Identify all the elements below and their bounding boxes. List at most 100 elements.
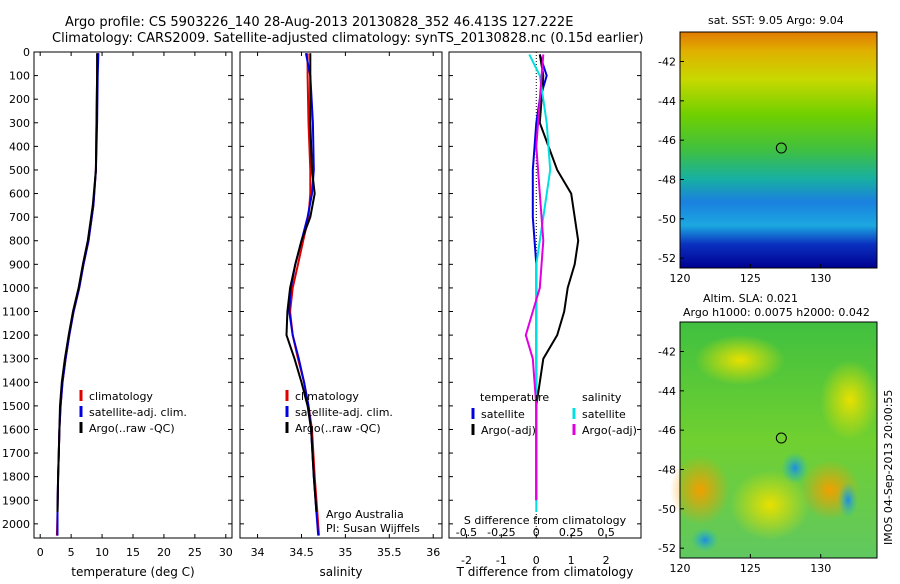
map-x-tick-label: 125 xyxy=(740,272,761,285)
y-tick-label: 1000 xyxy=(2,282,30,295)
figure-title-line1: Argo profile: CS 5903226_140 28-Aug-2013… xyxy=(65,15,573,30)
map-bottom-title-line1: Altim. SLA: 0.021 xyxy=(703,292,798,305)
x-label-top: S difference from climatology xyxy=(464,514,627,527)
sst-map-field xyxy=(680,32,877,268)
legend-group-title: temperature xyxy=(480,391,549,404)
series-line xyxy=(285,53,318,513)
x-tick-label: 34 xyxy=(251,546,265,559)
figure-title-line2: Climatology: CARS2009. Satellite-adjuste… xyxy=(52,31,644,46)
x-tick-label: 10 xyxy=(95,546,109,559)
series-line xyxy=(56,53,99,513)
y-tick-label: 1300 xyxy=(2,353,30,366)
map-frame xyxy=(679,321,878,559)
sla-blob xyxy=(695,335,785,385)
y-tick-label: 900 xyxy=(9,258,30,271)
x-tick-label-T: 2 xyxy=(603,554,610,567)
map-x-tick-label: 125 xyxy=(740,562,761,575)
credit-org: Argo Australia xyxy=(326,508,404,521)
x-tick-label: 35 xyxy=(338,546,352,559)
sla-blob xyxy=(730,470,810,540)
map-y-tick-label: -46 xyxy=(658,134,676,147)
legend-group-title: salinity xyxy=(582,391,622,404)
x-tick-label: 30 xyxy=(219,546,233,559)
legend-label: climatology xyxy=(295,390,359,403)
map-y-tick-label: -48 xyxy=(658,464,676,477)
sla-map: 120 125 130 -42 -44 -46 -48 -50 -52 xyxy=(658,321,880,575)
sst-map: 120 125 130 -42 -44 -46 -48 -50 -52 xyxy=(658,31,878,285)
x-tick-label: 36 xyxy=(426,546,440,559)
map-y-tick-label: -50 xyxy=(658,503,676,516)
x-tick-label: 15 xyxy=(126,546,140,559)
x-tick-label: 35.5 xyxy=(377,546,402,559)
sla-eddy xyxy=(781,452,809,484)
map-x-tick-label: 130 xyxy=(810,562,831,575)
series-line xyxy=(535,54,580,501)
x-tick-label-S: -0.25 xyxy=(487,526,515,539)
plot-frame xyxy=(33,51,233,539)
y-tick-label: 2000 xyxy=(2,518,30,531)
x-tick-label: 25 xyxy=(188,546,202,559)
timestamp-stamp: IMOS 04-Sep-2013 20:00:55 xyxy=(882,390,895,545)
credit-pi: PI: Susan Wijffels xyxy=(326,522,420,535)
x-tick-label-T: -2 xyxy=(461,554,472,567)
y-tick-label: 800 xyxy=(9,235,30,248)
x-tick-label-T: 0 xyxy=(533,554,540,567)
map-y-tick-label: -42 xyxy=(658,56,676,69)
map-y-tick-label: -46 xyxy=(658,424,676,437)
sla-eddy xyxy=(691,528,719,552)
x-tick-label-S: 0.25 xyxy=(559,526,584,539)
y-tick-label: 1900 xyxy=(2,494,30,507)
map-y-tick-label: -42 xyxy=(658,346,676,359)
x-tick-label: 34.5 xyxy=(289,546,314,559)
legend-label: satellite xyxy=(481,408,525,421)
x-tick-label-S: 0.5 xyxy=(597,526,615,539)
map-y-tick-label: -52 xyxy=(658,252,676,265)
y-tick-label: 1600 xyxy=(2,423,30,436)
y-tick-label: 0 xyxy=(23,46,30,59)
x-tick-label: 20 xyxy=(157,546,171,559)
x-tick-label-T: -1 xyxy=(496,554,507,567)
y-tick-label: 1400 xyxy=(2,376,30,389)
map-x-tick-label: 120 xyxy=(670,562,691,575)
y-tick-label: 1500 xyxy=(2,400,30,413)
legend-label: Argo(..raw -QC) xyxy=(89,422,175,435)
sla-blob xyxy=(820,360,880,440)
map-x-tick-label: 130 xyxy=(810,272,831,285)
x-axis-label: T difference from climatology xyxy=(456,565,634,579)
sla-blob xyxy=(670,455,730,525)
y-tick-label: 500 xyxy=(9,164,30,177)
y-tick-label: 1100 xyxy=(2,306,30,319)
map-x-tick-label: 120 xyxy=(670,272,691,285)
legend-label: satellite xyxy=(582,408,626,421)
salinity-panel: 34 34.5 35 35.5 36 salinity climatology satelli… xyxy=(239,51,443,579)
series-line xyxy=(289,53,320,536)
plot-frame xyxy=(448,51,642,539)
y-tick-label: 700 xyxy=(9,211,30,224)
map-bottom-title-line2: Argo h1000: 0.0075 h2000: 0.042 xyxy=(683,306,870,319)
map-top-title: sat. SST: 9.05 Argo: 9.04 xyxy=(708,14,844,27)
map-y-tick-label: -44 xyxy=(658,385,676,398)
map-frame xyxy=(679,31,878,269)
x-tick-label: 5 xyxy=(68,546,75,559)
legend-label: satellite-adj. clim. xyxy=(295,406,393,419)
x-tick-label-S: -0.5 xyxy=(456,526,477,539)
legend-label: Argo(-adj) xyxy=(582,424,637,437)
y-tick-label: 300 xyxy=(9,117,30,130)
y-tick-label: 600 xyxy=(9,188,30,201)
x-axis-label: temperature (deg C) xyxy=(71,565,194,579)
y-tick-label: 400 xyxy=(9,140,30,153)
plot-frame xyxy=(239,51,443,539)
series-line xyxy=(524,54,545,501)
x-tick-label-T: 1 xyxy=(568,554,575,567)
legend-label: Argo(..raw -QC) xyxy=(295,422,381,435)
float-position-marker xyxy=(775,142,787,154)
y-tick-label: 1700 xyxy=(2,447,30,460)
legend-label: Argo(-adj) xyxy=(481,424,536,437)
map-y-tick-label: -52 xyxy=(658,542,676,555)
map-y-tick-label: -44 xyxy=(658,95,676,108)
y-tick-label: 1200 xyxy=(2,329,30,342)
legend-label: satellite-adj. clim. xyxy=(89,406,187,419)
y-tick-label: 200 xyxy=(9,93,30,106)
